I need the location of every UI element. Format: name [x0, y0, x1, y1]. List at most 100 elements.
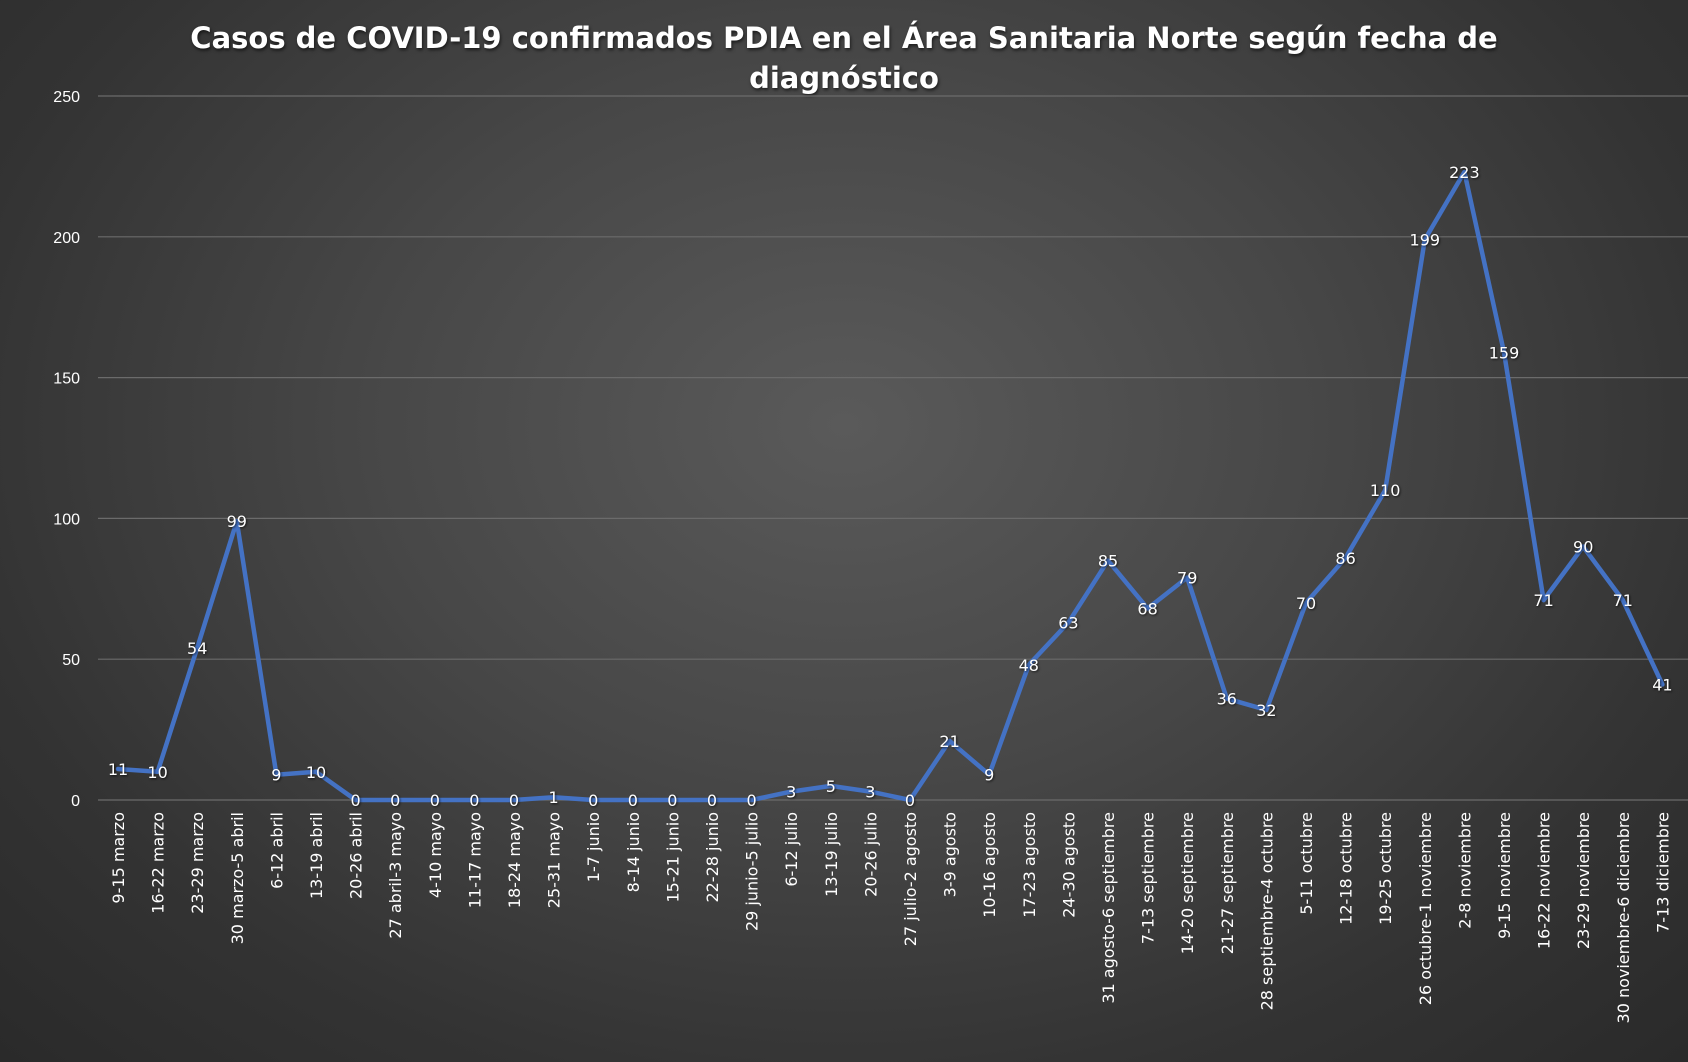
data-point [1264, 707, 1269, 712]
data-label: 159 [1489, 343, 1520, 362]
y-tick-label: 200 [53, 230, 80, 247]
data-label: 0 [390, 791, 400, 810]
data-point [591, 798, 596, 802]
data-point [1026, 662, 1031, 667]
y-tick-label: 50 [62, 652, 80, 669]
data-label: 86 [1335, 549, 1355, 568]
data-label: 41 [1652, 676, 1672, 695]
x-tick-label: 2-8 noviembre [1455, 812, 1474, 929]
x-tick-label: 28 septiembre-4 octubre [1257, 812, 1276, 1010]
data-point [155, 769, 160, 774]
data-point [749, 798, 754, 802]
data-point [1502, 350, 1506, 355]
data-label: 54 [187, 639, 207, 658]
data-point [1581, 544, 1586, 549]
series-line [115, 169, 1665, 803]
y-tick-label: 100 [53, 511, 80, 528]
data-point [274, 772, 279, 777]
data-point [1145, 606, 1150, 611]
x-tick-label: 3-9 agosto [941, 812, 960, 897]
x-tick-label: 4-10 mayo [426, 812, 445, 898]
x-tick-label: 16-22 marzo [149, 812, 168, 914]
x-tick-label: 10-16 agosto [980, 812, 999, 918]
data-point [234, 519, 239, 524]
data-point [1541, 598, 1546, 603]
x-tick-label: 27 julio-2 agosto [901, 812, 920, 946]
x-tick-label: 1-7 junio [584, 812, 603, 882]
data-point [353, 798, 358, 802]
data-point [1620, 598, 1625, 603]
data-label: 3 [786, 783, 796, 802]
x-tick-label: 24-30 agosto [1059, 812, 1078, 918]
data-label: 36 [1217, 690, 1237, 709]
data-point [710, 798, 714, 802]
data-label: 21 [939, 732, 959, 751]
data-point [393, 798, 398, 802]
data-point [472, 798, 477, 802]
chart-title-line-1: Casos de COVID-19 confirmados PDIA en el… [190, 21, 1498, 55]
data-point [314, 769, 318, 774]
x-tick-label: 31 agosto-6 septiembre [1099, 812, 1118, 1004]
x-tick-label: 23-29 marzo [188, 812, 207, 914]
data-label: 0 [747, 791, 757, 810]
data-point [789, 789, 794, 794]
data-point [1304, 600, 1308, 605]
y-tick-label: 250 [53, 89, 80, 106]
data-label: 48 [1019, 656, 1039, 675]
data-label: 68 [1137, 600, 1157, 619]
data-label: 71 [1613, 591, 1633, 610]
data-point [195, 645, 200, 650]
data-point [987, 772, 992, 777]
x-tick-label: 27 abril-3 mayo [386, 812, 405, 939]
data-point [116, 767, 120, 772]
x-tick-label: 9-15 marzo [109, 812, 128, 904]
data-label: 90 [1573, 538, 1593, 557]
data-point [512, 798, 516, 802]
x-tick-label: 12-18 octubre [1337, 812, 1356, 925]
x-tick-label: 30 noviembre-6 diciembre [1614, 812, 1633, 1023]
data-point [670, 798, 675, 802]
data-label: 0 [509, 791, 519, 810]
x-tick-label: 6-12 julio [782, 812, 801, 887]
x-tick-label: 13-19 julio [822, 812, 841, 897]
data-point [1343, 555, 1348, 560]
data-label: 0 [628, 791, 638, 810]
data-label: 70 [1296, 594, 1316, 613]
data-point [432, 798, 437, 802]
data-label: 0 [351, 791, 361, 810]
data-label: 11 [108, 760, 128, 779]
data-point [828, 783, 833, 788]
data-point [1224, 696, 1229, 701]
x-tick-label: 22-28 junio [703, 812, 722, 903]
y-tick-label: 0 [71, 793, 80, 810]
x-tick-label: 11-17 mayo [465, 812, 484, 908]
x-tick-label: 17-23 agosto [1020, 812, 1039, 918]
data-point [1660, 682, 1665, 687]
data-label: 10 [147, 763, 167, 782]
data-label: 32 [1256, 701, 1276, 720]
x-tick-label: 5-11 octubre [1297, 812, 1316, 915]
x-tick-label: 30 marzo-5 abril [228, 812, 247, 944]
data-label: 0 [469, 791, 479, 810]
x-tick-label: 23-29 noviembre [1574, 812, 1593, 949]
data-point [551, 795, 556, 800]
data-label: 0 [905, 791, 915, 810]
x-tick-label: 20-26 julio [861, 812, 880, 897]
x-tick-label: 26 octubre-1 noviembre [1416, 812, 1435, 1005]
data-label: 71 [1533, 591, 1553, 610]
x-tick-label: 9-15 noviembre [1495, 812, 1514, 939]
chart-title: Casos de COVID-19 confirmados PDIA en el… [0, 18, 1688, 98]
data-label: 0 [667, 791, 677, 810]
x-tick-label: 29 junio-5 julio [743, 812, 762, 931]
data-point [908, 798, 912, 802]
data-label: 79 [1177, 569, 1197, 588]
data-label: 0 [430, 791, 440, 810]
x-tick-label: 14-20 septiembre [1178, 812, 1197, 954]
x-tick-label: 13-19 abril [307, 812, 326, 899]
data-label: 9 [271, 766, 281, 785]
data-label: 199 [1410, 231, 1441, 250]
x-tick-label: 20-26 abril [347, 812, 366, 899]
data-label: 1 [549, 788, 559, 807]
